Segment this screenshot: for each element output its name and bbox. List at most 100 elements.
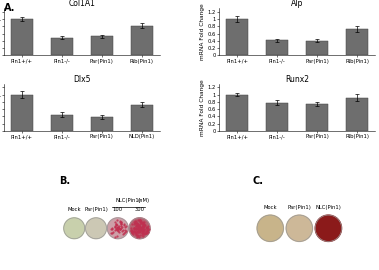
Point [139,221,146,225]
Bar [51,115,73,131]
Point [136,227,143,231]
Point [140,225,146,229]
Point [136,223,143,228]
Point [139,227,145,231]
Title: Dlx5: Dlx5 [73,75,91,84]
Point [133,219,139,223]
Circle shape [129,218,150,239]
Point [115,225,121,230]
Point [137,226,143,231]
Point [139,233,145,237]
Point [134,235,140,239]
Point [136,225,142,229]
Point [140,225,146,229]
Point [133,232,139,236]
Point [130,227,136,231]
Point [137,227,143,231]
Point [135,224,141,228]
Point [114,226,120,230]
Point [133,223,139,227]
Point [144,226,150,230]
Circle shape [257,215,283,241]
Point [109,231,115,235]
Point [129,228,135,232]
Point [128,229,134,233]
Point [144,228,150,232]
Point [116,224,122,228]
Point [142,223,148,227]
Bar [51,38,73,55]
Point [137,226,143,230]
Point [134,221,140,225]
Point [129,230,135,234]
Point [117,227,123,231]
Point [141,224,147,228]
Point [137,229,143,233]
Point [133,231,139,235]
Point [133,227,139,231]
Point [137,227,143,231]
Point [141,222,147,227]
Point [121,223,127,228]
Point [137,226,143,230]
Point [135,224,141,228]
Point [135,229,141,233]
Point [138,228,144,233]
Point [133,223,139,227]
Bar [11,95,33,131]
Point [129,230,135,235]
Point [114,225,121,229]
Point [114,226,121,230]
Point [120,228,126,232]
Point [117,219,123,223]
Point [132,221,138,226]
Point [137,227,143,231]
Point [141,222,147,227]
Point [134,229,140,234]
Point [132,229,138,234]
Point [136,225,142,230]
Point [143,231,149,236]
Bar [266,103,288,131]
Point [113,220,119,224]
Point [133,229,139,234]
Y-axis label: mRNA Fold Change: mRNA Fold Change [200,3,205,60]
Circle shape [315,215,341,241]
Point [137,226,143,230]
Point [136,224,142,228]
Point [129,229,135,233]
Point [135,218,141,222]
Point [138,231,144,235]
Point [117,220,124,225]
Point [139,220,146,224]
Point [135,233,141,237]
Point [138,229,144,233]
Point [123,224,129,228]
Point [114,226,120,231]
Point [143,229,149,233]
Point [135,227,141,231]
Point [137,226,143,230]
Point [136,217,142,222]
Point [122,230,128,234]
Point [137,218,143,222]
Point [118,220,124,225]
Point [116,230,122,235]
Point [141,227,147,232]
Bar [306,104,328,131]
Bar [306,41,328,55]
Point [141,229,147,233]
Point [119,225,125,229]
Point [109,226,115,230]
Point [117,225,124,230]
Point [136,225,142,229]
Point [134,233,140,238]
Point [119,222,125,226]
Title: Col1A1: Col1A1 [68,0,95,8]
Point [122,228,128,232]
Point [136,226,142,231]
Point [141,228,147,233]
Point [140,227,146,231]
Point [139,226,146,230]
Point [136,235,142,239]
